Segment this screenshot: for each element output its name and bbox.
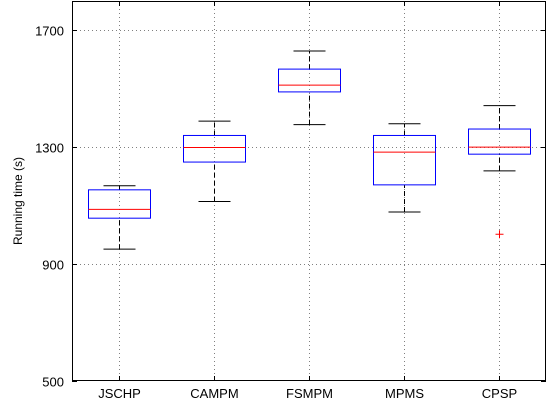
box-campm (183, 120, 246, 203)
box-cpsp (468, 105, 531, 239)
x-tick-label: JSCHP (98, 386, 141, 401)
box-plot-series (88, 50, 531, 250)
box-jschp (88, 185, 151, 250)
x-tick-label: FSMPM (286, 386, 333, 401)
outlier-marker (495, 230, 504, 239)
box-iqr (88, 189, 151, 219)
y-tick-label: 900 (42, 258, 64, 273)
x-tick-label: MPMS (385, 386, 424, 401)
y-tick-label: 1300 (35, 141, 64, 156)
box-iqr (278, 68, 341, 93)
grid-lines (72, 1, 546, 381)
box-iqr (183, 134, 246, 163)
y-tick-label: 1700 (35, 24, 64, 39)
y-axis-label: Running time (s) (11, 157, 25, 245)
x-tick-label: CAMPM (190, 386, 238, 401)
x-tick-label: CPSP (482, 386, 517, 401)
y-tick-label: 500 (42, 375, 64, 390)
box-iqr (468, 128, 531, 155)
axis-ticks: 500 900 1300 1700 JSCHP CAMPM FSMPM MPMS CPSP (35, 1, 546, 401)
box-mpms (373, 123, 436, 213)
box-fsmpm (278, 50, 341, 126)
box-iqr (373, 134, 436, 186)
